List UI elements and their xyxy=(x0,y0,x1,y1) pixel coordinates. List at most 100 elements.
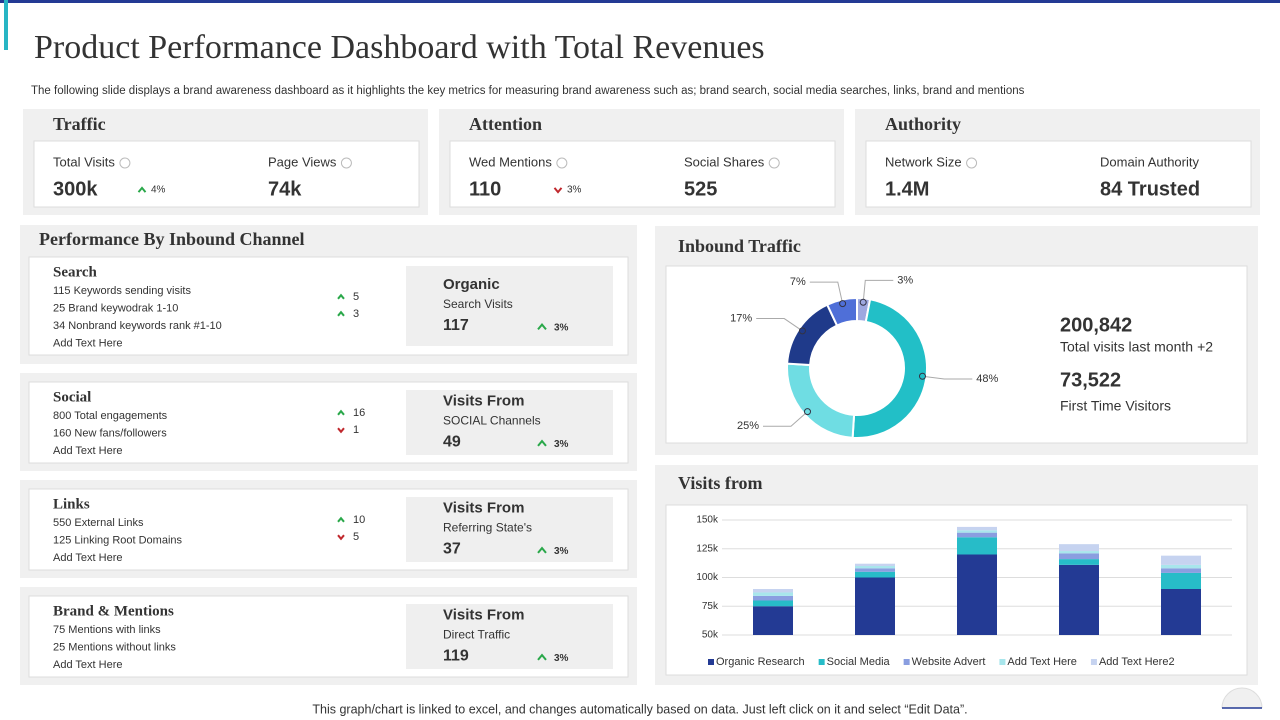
bar-segment xyxy=(855,563,895,566)
donut-segment xyxy=(851,298,928,439)
channel-stat-box xyxy=(406,497,613,562)
stat-value: 73,522 xyxy=(1060,369,1121,391)
channel-stat-heading: Visits From xyxy=(443,606,524,623)
page-subtitle: The following slide displays a brand awa… xyxy=(31,85,1025,97)
donut-segment xyxy=(825,296,858,327)
channel-stat-heading: Organic xyxy=(443,276,500,293)
bar-segment xyxy=(957,537,997,555)
y-tick-label: 125k xyxy=(696,543,719,554)
metric-label: Domain Authority xyxy=(1100,154,1199,169)
y-tick-label: 150k xyxy=(696,515,719,526)
metric-panel-title: Attention xyxy=(469,114,542,134)
channel-indicator: 5 xyxy=(353,291,359,303)
y-tick-label: 75k xyxy=(702,601,719,612)
leader-line xyxy=(862,279,894,303)
channel-line: 25 Brand keywodrak 1-10 xyxy=(53,302,178,314)
leader-dot xyxy=(798,327,806,335)
metric-label: Wed Mentions xyxy=(469,154,552,169)
channel-line: 125 Linking Root Domains xyxy=(53,534,183,546)
bar-segment xyxy=(957,554,997,635)
leader-line xyxy=(922,375,973,380)
legend-label: Add Text Here2 xyxy=(1099,656,1175,668)
channel-line: 75 Mentions with links xyxy=(53,624,161,636)
leader-line xyxy=(762,411,808,427)
metric-value: 525 xyxy=(684,178,717,200)
channel-line: 800 Total engagements xyxy=(53,410,168,422)
channel-line: 160 New fans/followers xyxy=(53,427,167,439)
arrow-down xyxy=(337,427,345,434)
metric-label: Page Views xyxy=(268,154,337,169)
channel-line: Add Text Here xyxy=(53,445,123,457)
channel-stat-value: 37 xyxy=(443,541,461,558)
leader-dot xyxy=(803,408,811,416)
bar-segment xyxy=(1161,564,1201,569)
legend-label: Organic Research xyxy=(716,656,805,668)
metric-label: Social Shares xyxy=(684,154,765,169)
channel-stat-subheading: Referring State's xyxy=(443,521,532,535)
legend-label: Website Advert xyxy=(912,656,986,668)
info-icon xyxy=(768,157,780,169)
chart-box xyxy=(665,265,1248,444)
channel-stat-value: 119 xyxy=(443,648,469,665)
bar-segment xyxy=(1161,568,1201,573)
bar-segment xyxy=(1161,555,1201,565)
chart-title: Inbound Traffic xyxy=(678,236,801,256)
channel-title: Search xyxy=(53,264,98,280)
channel-title: Social xyxy=(53,389,91,405)
info-icon xyxy=(340,157,352,169)
channel-stat-box xyxy=(406,390,613,455)
channel-stat-value: 117 xyxy=(443,317,469,334)
arrow-up xyxy=(537,546,547,554)
channel-stat-change: 3% xyxy=(554,546,569,557)
channel-title: Links xyxy=(53,496,90,512)
bar-segment xyxy=(855,577,895,635)
metric-value: 1.4M xyxy=(885,178,929,200)
metric-value: 300k xyxy=(53,178,98,200)
bar-segment xyxy=(855,566,895,569)
metric-panel-title: Authority xyxy=(885,114,961,134)
channel-indicator: 10 xyxy=(353,514,365,526)
bar-segment xyxy=(753,600,793,607)
leader-line xyxy=(809,281,844,304)
accent-bar xyxy=(4,0,8,50)
arrow-up xyxy=(337,409,345,416)
metric-panel-title: Traffic xyxy=(53,114,106,134)
bar-segment xyxy=(1059,559,1099,565)
channel-indicator: 5 xyxy=(353,531,359,543)
arrow-down xyxy=(337,534,345,541)
arrow-up xyxy=(337,293,345,300)
legend-swatch xyxy=(903,659,910,665)
channel-line: 34 Nonbrand keywords rank #1-10 xyxy=(53,320,222,332)
bar-segment xyxy=(1059,553,1099,560)
legend-swatch xyxy=(999,659,1006,665)
chart-title: Visits from xyxy=(678,473,763,493)
channel-stat-subheading: Direct Traffic xyxy=(443,628,510,642)
channel-stat-box xyxy=(406,266,613,346)
legend-label: Add Text Here xyxy=(1007,656,1077,668)
bar-segment xyxy=(1161,589,1201,635)
bar-segment xyxy=(1059,551,1099,554)
channel-stat-change: 3% xyxy=(554,653,569,664)
arrow-up xyxy=(537,653,547,661)
top-border xyxy=(0,0,1280,3)
legend-swatch xyxy=(708,659,714,665)
donut-label: 17% xyxy=(730,312,752,324)
channel-stat-subheading: Search Visits xyxy=(443,297,513,311)
info-icon xyxy=(119,157,131,169)
bar-segment xyxy=(957,530,997,533)
footer-note: This graph/chart is linked to excel, and… xyxy=(312,702,967,716)
channel-title: Brand & Mentions xyxy=(53,603,174,619)
bar-segment xyxy=(855,571,895,578)
stat-change: +2 xyxy=(1197,339,1213,355)
metric-change: 4% xyxy=(151,185,166,196)
arrow-up xyxy=(537,439,547,447)
corner-decoration xyxy=(1221,687,1263,709)
channel-stat-subheading: SOCIAL Channels xyxy=(443,414,541,428)
channel-line: Add Text Here xyxy=(53,337,123,349)
channel-indicator: 1 xyxy=(353,424,359,436)
channel-stat-change: 3% xyxy=(554,439,569,450)
donut-label: 25% xyxy=(737,420,759,432)
stat-label: Total visits last month xyxy=(1060,339,1193,355)
stat-value: 200,842 xyxy=(1060,314,1132,336)
bar-segment xyxy=(753,595,793,601)
